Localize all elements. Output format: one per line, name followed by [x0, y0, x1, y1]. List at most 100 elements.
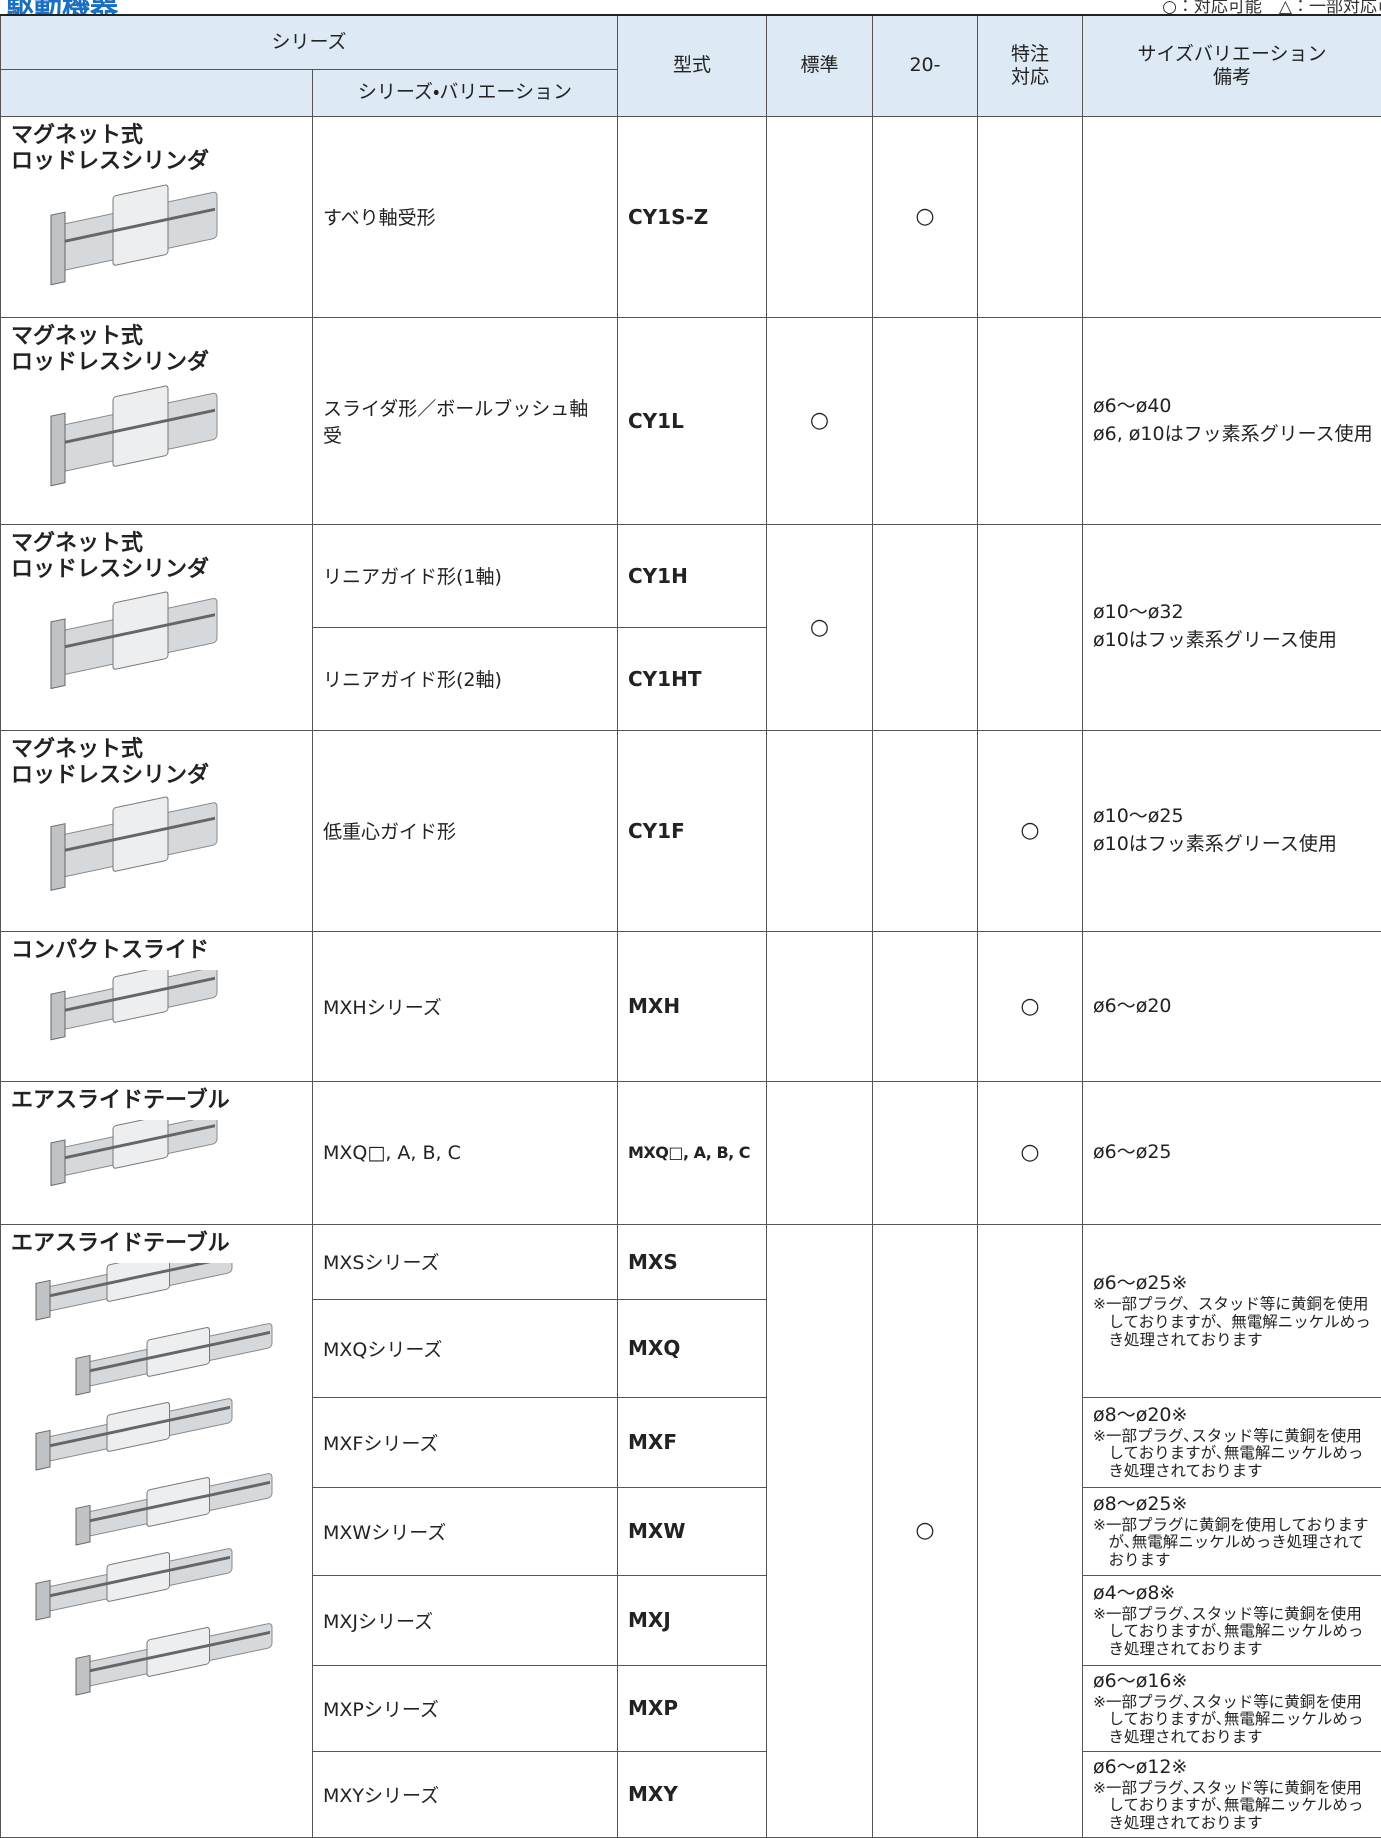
series-name: マグネット式 ロッドレスシリンダ — [11, 324, 302, 377]
series-name: エアスライドテーブル — [11, 1088, 302, 1114]
model-cell: MXF — [618, 1397, 767, 1487]
standard-cell — [767, 116, 873, 317]
variation-cell: MXPシリーズ — [313, 1665, 618, 1751]
table-row: マグネット式 ロッドレスシリンダ リニアガイド形(1軸)CY1H○ø10～ø32… — [1, 524, 1381, 627]
size-range: ø10～ø25 — [1093, 804, 1377, 829]
size-range: ø6～ø25※ — [1093, 1271, 1377, 1296]
standard-cell: ○ — [767, 524, 873, 730]
model-cell: MXW — [618, 1487, 767, 1575]
model-cell: CY1L — [618, 317, 767, 524]
special-cell — [978, 1224, 1083, 1837]
series-cell: マグネット式 ロッドレスシリンダ — [1, 524, 313, 730]
table-header: シリーズ 型式 標準 20- 特注 対応 サイズバリエーション 備考 シリーズ・… — [1, 15, 1381, 116]
variation-cell: リニアガイド形(1軸) — [313, 524, 618, 627]
series-cell: マグネット式 ロッドレスシリンダ — [1, 116, 313, 317]
variation-cell: すべり軸受形 — [313, 116, 618, 317]
remarks-cell: ø6～ø12※※一部プラグ､スタッド等に黄銅を使用しておりますが､無電解ニッケル… — [1083, 1751, 1381, 1837]
special-cell — [978, 116, 1083, 317]
variation-cell: 低重心ガイド形 — [313, 730, 618, 931]
variation-cell: MXSシリーズ — [313, 1224, 618, 1299]
size-range: ø6～ø16※ — [1093, 1669, 1377, 1694]
twenty-cell: ○ — [873, 116, 978, 317]
remarks-cell: ø6～ø16※※一部プラグ､スタッド等に黄銅を使用しておりますが､無電解ニッケル… — [1083, 1665, 1381, 1751]
column-header: シリーズ — [1, 15, 618, 69]
series-cell: エアスライドテーブル — [1, 1081, 313, 1224]
product-image — [47, 795, 267, 915]
remark-note: ※一部プラグに黄銅を使用しておりますが､無電解ニッケルめっき処理されております — [1093, 1517, 1377, 1570]
standard-cell — [767, 730, 873, 931]
variation-cell: MXQ□, A, B, C — [313, 1081, 618, 1224]
special-cell: ○ — [978, 1081, 1083, 1224]
product-image — [47, 181, 267, 311]
remarks-cell: ø6～ø20 — [1083, 931, 1381, 1081]
variation-cell: MXJシリーズ — [313, 1575, 618, 1665]
twenty-cell — [873, 524, 978, 730]
model-cell: MXJ — [618, 1575, 767, 1665]
series-name: コンパクトスライド — [11, 938, 302, 964]
twenty-cell — [873, 1081, 978, 1224]
remark-note: ※一部プラグ､スタッド等に黄銅を使用しておりますが､無電解ニッケルめっき処理され… — [1093, 1606, 1377, 1659]
size-range: ø4～ø8※ — [1093, 1581, 1377, 1606]
series-cell: マグネット式 ロッドレスシリンダ — [1, 317, 313, 524]
series-name: マグネット式 ロッドレスシリンダ — [11, 737, 302, 790]
size-range: ø8～ø20※ — [1093, 1403, 1377, 1428]
series-cell: マグネット式 ロッドレスシリンダ — [1, 730, 313, 931]
size-range: ø8～ø25※ — [1093, 1492, 1377, 1517]
series-cell: コンパクトスライド — [1, 931, 313, 1081]
standard-cell — [767, 1081, 873, 1224]
column-header: 型式 — [618, 15, 767, 116]
variation-cell: スライダ形／ボールブッシュ軸受 — [313, 317, 618, 524]
twenty-cell — [873, 931, 978, 1081]
column-header: 20- — [873, 15, 978, 116]
remarks-cell: ø8～ø25※※一部プラグに黄銅を使用しておりますが､無電解ニッケルめっき処理さ… — [1083, 1487, 1381, 1575]
series-cell: エアスライドテーブル — [1, 1224, 313, 1837]
variation-cell: MXHシリーズ — [313, 931, 618, 1081]
variation-cell: リニアガイド形(2軸) — [313, 627, 618, 730]
product-image — [47, 382, 267, 512]
variation-cell: MXYシリーズ — [313, 1751, 618, 1837]
size-range: ø6～ø20 — [1093, 994, 1377, 1019]
series-name: マグネット式 ロッドレスシリンダ — [11, 531, 302, 584]
series-name: エアスライドテーブル — [11, 1231, 302, 1257]
remark-note: ※一部プラグ､スタッド等に黄銅を使用しておりますが､無電解ニッケルめっき処理され… — [1093, 1694, 1377, 1747]
size-range: ø10～ø32 — [1093, 600, 1377, 625]
remark-note: ø10はフッ素系グリース使用 — [1093, 627, 1377, 654]
column-header: 特注 対応 — [978, 15, 1083, 116]
model-cell: MXY — [618, 1751, 767, 1837]
remarks-cell: ø6～ø25 — [1083, 1081, 1381, 1224]
special-cell: ○ — [978, 931, 1083, 1081]
standard-cell: ○ — [767, 317, 873, 524]
remarks-cell: ø4～ø8※※一部プラグ､スタッド等に黄銅を使用しておりますが､無電解ニッケルめ… — [1083, 1575, 1381, 1665]
special-cell — [978, 524, 1083, 730]
special-cell — [978, 317, 1083, 524]
product-image — [47, 970, 267, 1060]
twenty-cell — [873, 730, 978, 931]
product-image — [47, 1120, 267, 1205]
column-header: シリーズ・バリエーション — [313, 69, 618, 116]
model-cell: CY1H — [618, 524, 767, 627]
product-image — [47, 589, 267, 714]
remark-note: ※一部プラグ､スタッド等に黄銅を使用しておりますが､無電解ニッケルめっき処理され… — [1093, 1428, 1377, 1481]
size-range: ø6～ø25 — [1093, 1140, 1377, 1165]
variation-cell: MXFシリーズ — [313, 1397, 618, 1487]
standard-cell — [767, 1224, 873, 1837]
model-cell: MXH — [618, 931, 767, 1081]
remark-note: ※一部プラグ、スタッド等に黄銅を使用しておりますが、無電解ニッケルめっき処理され… — [1093, 1296, 1377, 1349]
size-range: ø6～ø12※ — [1093, 1755, 1377, 1780]
model-cell: CY1F — [618, 730, 767, 931]
product-image — [32, 1263, 282, 1713]
remark-note: ø6, ø10はフッ素系グリース使用 — [1093, 421, 1377, 448]
twenty-cell — [873, 317, 978, 524]
remarks-cell: ø8～ø20※※一部プラグ､スタッド等に黄銅を使用しておりますが､無電解ニッケル… — [1083, 1397, 1381, 1487]
standard-cell — [767, 931, 873, 1081]
